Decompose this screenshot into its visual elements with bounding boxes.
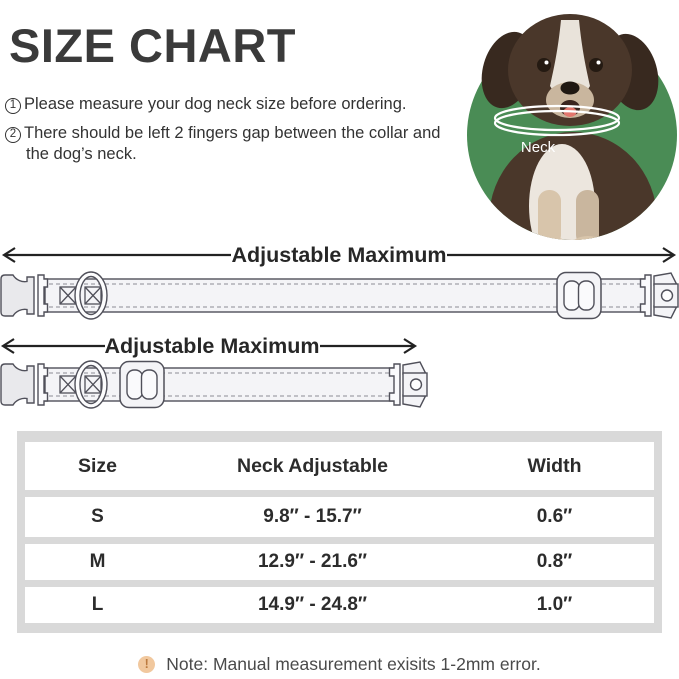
header-size: Size [77,454,118,477]
instruction-text-2: There should be left 2 fingers gap betwe… [24,124,441,163]
table-header-row: Size Neck Adjustable Width [25,442,654,490]
cell-neck: 14.9″ - 24.8″ [257,594,368,615]
note-text: Note: Manual measurement exisits 1-2mm e… [166,654,541,674]
instruction-text-1: Please measure your dog neck size before… [24,95,407,113]
puppy-neck-illustration: Neck [467,14,677,240]
adjustable-maximum-label-small: Adjustable Maximum [104,334,319,358]
buckle-female-icon [0,274,49,317]
adjustable-maximum-arrow-large: Adjustable Maximum [1,243,677,267]
triglide-slider-icon [119,360,165,409]
exclamation-icon: ! [138,656,156,673]
size-chart-table: Size Neck Adjustable Width S 9.8″ - 15.7… [17,431,662,633]
collar-diagram-large: Adjustable Maximum [0,243,679,320]
cell-size: M [89,551,106,572]
header-width: Width [527,454,582,477]
buckle-female-icon [0,363,49,406]
instruction-item-1: 1 Please measure your dog neck size befor… [5,94,445,115]
adjustable-maximum-arrow-small: Adjustable Maximum [0,334,418,358]
cell-width: 1.0″ [536,594,573,615]
instruction-number-1: 1 [5,98,21,114]
cell-neck: 12.9″ - 21.6″ [257,551,368,572]
adjustable-maximum-label-large: Adjustable Maximum [231,243,446,267]
neck-label: Neck [521,139,556,156]
table-row-l: L 14.9″ - 24.8″ 1.0″ [25,587,654,623]
buckle-male-icon [388,361,428,408]
header-neck-adjustable: Neck Adjustable [237,454,388,477]
cell-width: 0.8″ [536,551,573,572]
instructions-list: 1 Please measure your dog neck size befor… [5,94,445,173]
collar-drawing-small [0,360,428,409]
cell-size: S [91,506,104,527]
instruction-number-2: 2 [5,127,21,143]
note-row: ! Note: Manual measurement exisits 1-2mm… [0,654,679,675]
cell-size: L [91,594,104,615]
page-title: SIZE CHART [9,19,296,72]
neck-measure-band [493,104,621,137]
collar-diagram-small: Adjustable Maximum [0,334,428,409]
buckle-male-icon [639,272,679,319]
triglide-slider-icon [556,271,602,320]
cell-width: 0.6″ [536,506,573,527]
cell-neck: 9.8″ - 15.7″ [263,506,362,527]
puppy-image [481,14,659,240]
table-row-s: S 9.8″ - 15.7″ 0.6″ [25,497,654,537]
instruction-item-2: 2 There should be left 2 fingers gap betw… [5,123,445,165]
table-row-m: M 12.9″ - 21.6″ 0.8″ [25,544,654,580]
collar-drawing-large [0,271,679,320]
